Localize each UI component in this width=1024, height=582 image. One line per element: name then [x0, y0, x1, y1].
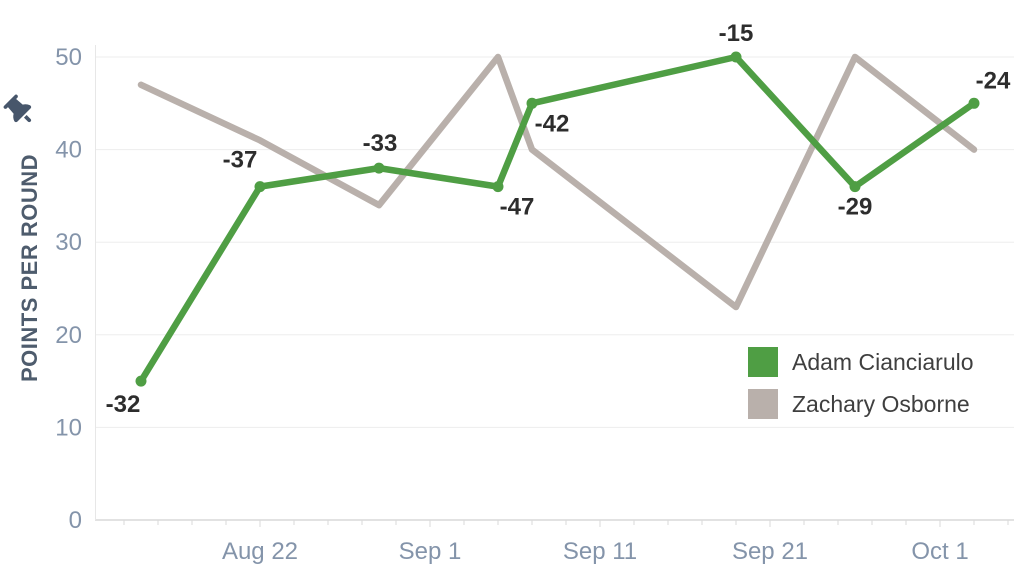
y-tick-label: 50: [55, 44, 82, 71]
x-tick-label: Oct 1: [911, 538, 968, 565]
legend-item-adam-cianciarulo[interactable]: Adam Cianciarulo: [748, 347, 974, 377]
y-tick-label: 40: [55, 137, 82, 164]
data-label: -33: [363, 130, 398, 157]
x-tick-label: Sep 11: [563, 538, 637, 565]
data-point-adam-cianciarulo[interactable]: [135, 375, 147, 387]
data-point-adam-cianciarulo[interactable]: [968, 97, 980, 109]
legend-item-zachary-osborne[interactable]: Zachary Osborne: [748, 389, 974, 419]
pushpin-glyph: [3, 94, 32, 123]
data-point-adam-cianciarulo[interactable]: [492, 181, 504, 193]
y-tick-label: 0: [69, 507, 82, 534]
legend-label: Zachary Osborne: [792, 390, 970, 417]
data-label: -47: [500, 194, 535, 221]
x-tick-label: Sep 21: [732, 538, 808, 565]
data-label: -32: [106, 391, 141, 418]
series-line-zachary-osborne[interactable]: [137, 53, 978, 311]
data-label: -15: [719, 20, 754, 47]
pin-icon[interactable]: [3, 94, 39, 130]
data-label: -24: [976, 67, 1011, 94]
data-label: -29: [838, 194, 873, 221]
legend-swatch-green: [748, 347, 778, 377]
y-tick-label: 30: [55, 229, 82, 256]
x-tick-label: Sep 1: [399, 538, 462, 565]
data-point-adam-cianciarulo[interactable]: [526, 97, 538, 109]
legend-swatch-gray: [748, 389, 778, 419]
y-tick-label: 20: [55, 322, 82, 349]
legend: Adam Cianciarulo Zachary Osborne: [748, 347, 974, 419]
series-line-adam-cianciarulo[interactable]: [137, 53, 978, 385]
data-label: -37: [223, 147, 258, 174]
data-point-adam-cianciarulo[interactable]: [730, 51, 742, 63]
data-point-adam-cianciarulo[interactable]: [373, 162, 385, 174]
x-tick-label: Aug 22: [222, 538, 298, 565]
legend-label: Adam Cianciarulo: [792, 348, 974, 375]
data-point-adam-cianciarulo[interactable]: [849, 181, 861, 193]
y-tick-label: 10: [55, 414, 82, 441]
data-label: -42: [535, 110, 570, 137]
data-point-adam-cianciarulo[interactable]: [254, 181, 266, 193]
